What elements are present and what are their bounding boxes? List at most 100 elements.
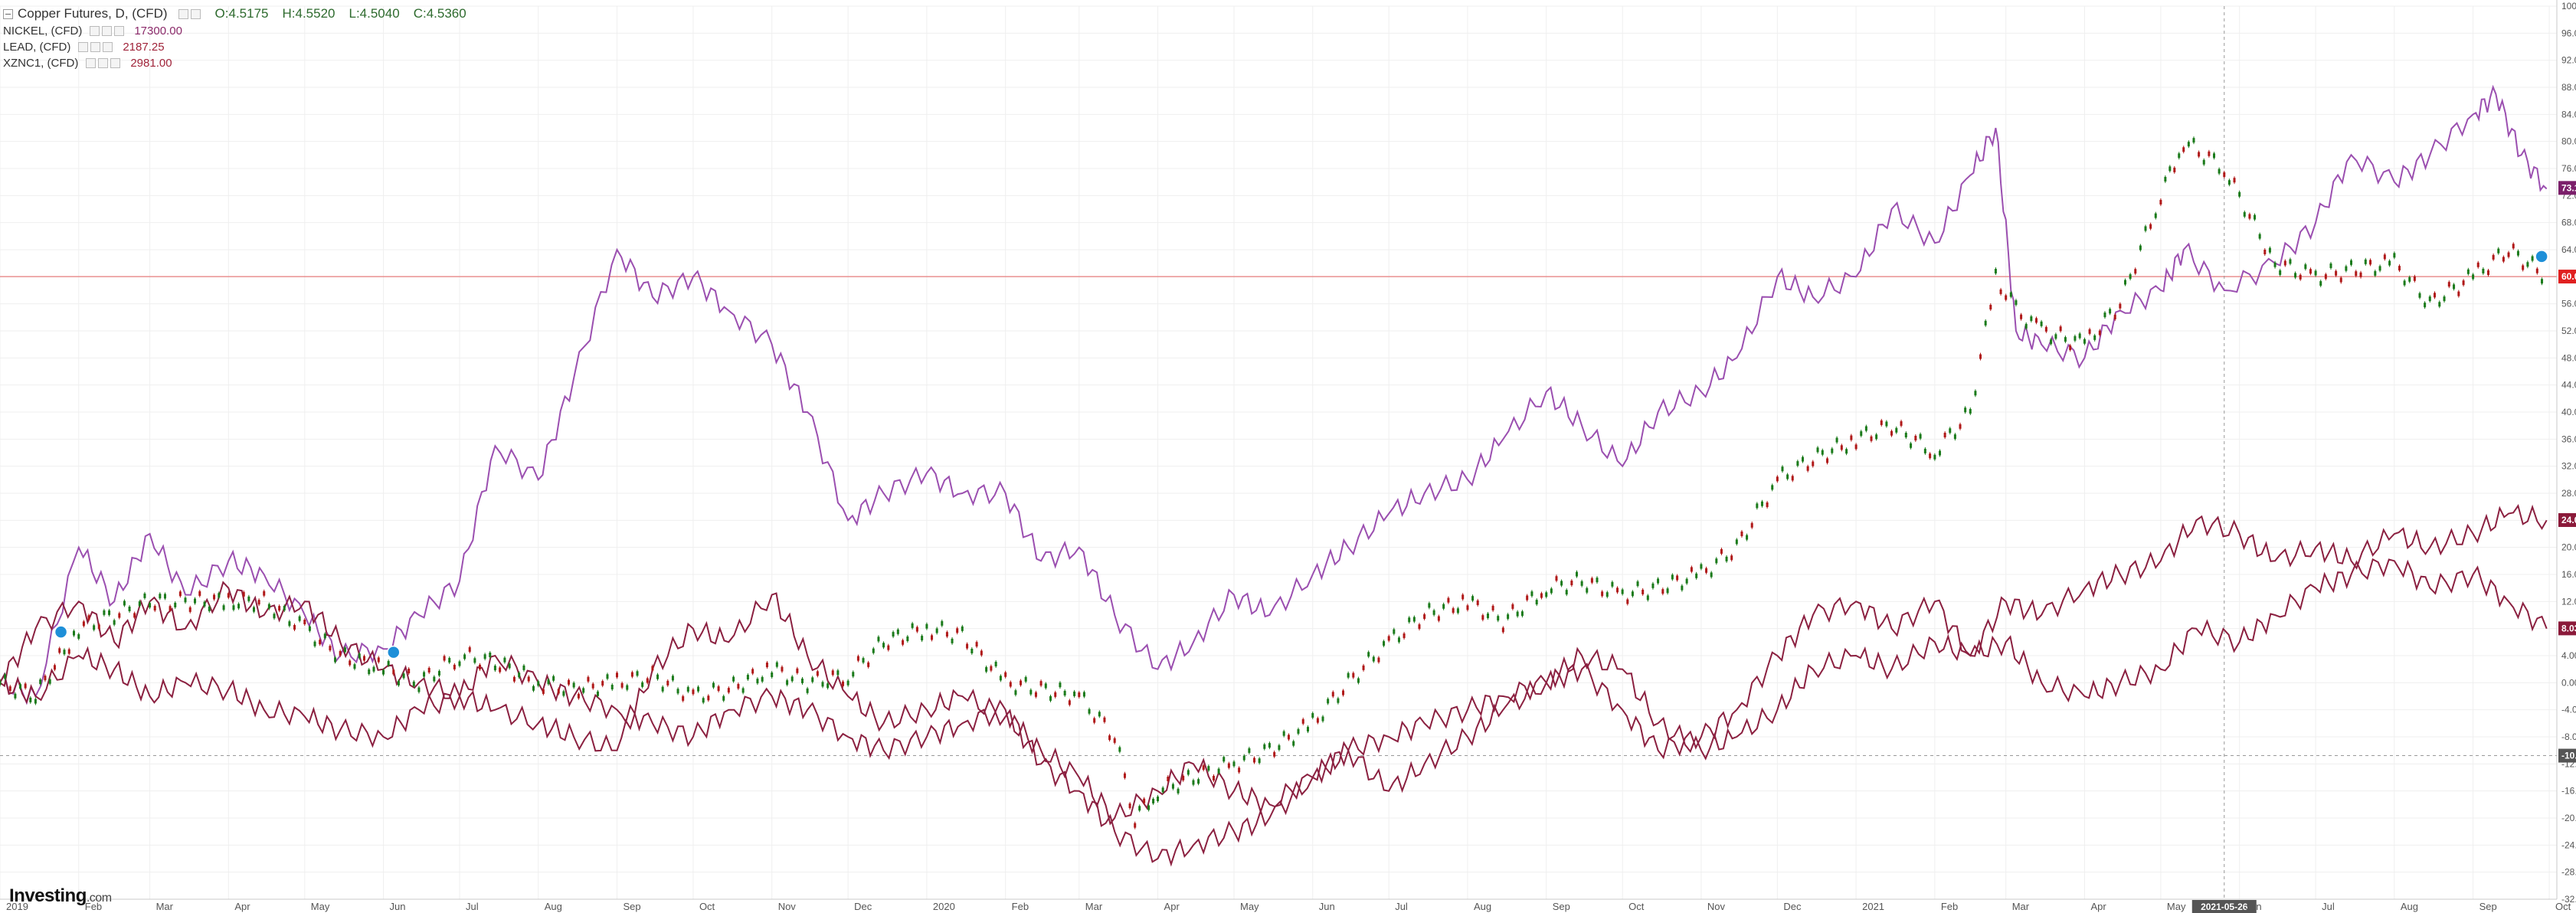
event-markers[interactable] — [54, 250, 2548, 659]
candle-body — [1143, 798, 1146, 803]
legend-overlay-row[interactable]: XZNC1, (CFD) 2981.00 — [3, 55, 471, 71]
candle-body — [512, 676, 516, 682]
candle-body — [1171, 784, 1174, 789]
candle-body — [935, 628, 938, 633]
candle-body — [463, 654, 466, 659]
hide-icon[interactable] — [102, 26, 113, 36]
candle-body — [1914, 436, 1917, 441]
candle-body — [751, 669, 754, 674]
candle-body — [1555, 576, 1558, 581]
candle-body — [610, 685, 614, 690]
candle-body — [1068, 700, 1071, 705]
candle-body — [1705, 568, 1708, 573]
investing-logo[interactable]: Investing.com — [9, 885, 112, 907]
x-tick-label: Oct — [2555, 901, 2571, 912]
candle-body — [911, 623, 914, 628]
candle-body — [1093, 718, 1096, 723]
close-icon[interactable] — [114, 26, 125, 36]
value-badge — [2558, 270, 2576, 284]
candle-body — [412, 681, 415, 686]
x-tick-label: Jul — [1395, 901, 1408, 912]
candle-body — [138, 601, 141, 607]
event-marker-icon — [54, 625, 68, 639]
chart-legend: Copper Futures, D, (CFD) O:4.5175 H:4.55… — [3, 5, 471, 71]
candle-body — [433, 676, 436, 682]
candle-body — [24, 683, 27, 689]
settings-icon[interactable] — [78, 42, 89, 52]
candle-body — [915, 627, 918, 632]
candle-body — [2078, 333, 2081, 339]
x-tick-label: 2021 — [1862, 901, 1884, 912]
x-tick-label: Jul — [2322, 901, 2335, 912]
candle-body — [2466, 269, 2470, 274]
hide-icon[interactable] — [98, 58, 109, 68]
candle-body — [2040, 321, 2043, 326]
hide-icon[interactable] — [90, 42, 101, 52]
candle-body — [19, 684, 22, 689]
y-tick-label: 92.00% — [2561, 55, 2576, 66]
candle-body — [1078, 692, 1081, 697]
candle-body — [2164, 176, 2167, 182]
candle-body — [87, 615, 90, 620]
collapse-icon[interactable] — [3, 8, 13, 19]
candle-body — [2034, 318, 2038, 323]
candle-body — [722, 695, 725, 701]
legend-overlay-row[interactable]: NICKEL, (CFD) 17300.00 — [3, 23, 471, 39]
candle-body — [692, 689, 695, 695]
candle-body — [1771, 485, 1774, 490]
candle-body — [1004, 672, 1007, 677]
legend-overlay-row[interactable]: LEAD, (CFD) 2187.25 — [3, 39, 471, 55]
candle-body — [1939, 450, 1942, 456]
candle-body — [2263, 249, 2267, 254]
y-tick-label: -4.00% — [2561, 705, 2576, 715]
candle-body — [1507, 614, 1510, 620]
candle-body — [2268, 247, 2271, 253]
candle-body — [2526, 262, 2529, 267]
candle-body — [1735, 539, 1738, 545]
candle-body — [1331, 692, 1334, 697]
series-line-2 — [0, 558, 2548, 867]
candle-body — [123, 600, 126, 606]
legend-main-row[interactable]: Copper Futures, D, (CFD) O:4.5175 H:4.55… — [3, 5, 471, 23]
candle-body — [971, 649, 974, 654]
candle-body — [308, 626, 311, 631]
candle-body — [1565, 590, 1568, 595]
settings-icon[interactable] — [86, 58, 97, 68]
candle-body — [44, 676, 47, 681]
candle-body — [242, 591, 245, 597]
candle-body — [1511, 604, 1514, 609]
candle-body — [339, 651, 342, 656]
close-icon[interactable] — [103, 42, 113, 52]
x-tick-label: Oct — [1628, 901, 1645, 912]
candle-body — [288, 621, 291, 627]
candle-body — [128, 606, 131, 611]
close-icon[interactable] — [110, 58, 121, 68]
y-tick-label: 0.00% — [2561, 677, 2576, 688]
candle-body — [1601, 591, 1604, 597]
candle-body — [283, 606, 286, 611]
candle-body — [1301, 718, 1304, 724]
candle-body — [387, 660, 390, 666]
candle-body — [666, 680, 669, 686]
candle-body — [1605, 592, 1609, 597]
candle-body — [686, 686, 689, 692]
candle-body — [741, 688, 745, 693]
candle-body — [2098, 330, 2101, 335]
candle-body — [1442, 604, 1445, 609]
candle-body — [1152, 798, 1155, 803]
candle-body — [349, 660, 352, 666]
candle-body — [1910, 443, 1913, 448]
settings-icon[interactable] — [90, 26, 100, 36]
candle-body — [1039, 681, 1043, 686]
candle-body — [1393, 629, 1396, 634]
y-tick-label: -20.00% — [2561, 813, 2576, 823]
y-axis: 100.00% 96.00% 92.00% 88.00% 84.00% 80.00% 76.… — [2556, 0, 2576, 905]
candle-body — [1202, 765, 1205, 771]
settings-icon[interactable] — [178, 8, 188, 19]
candle-body — [1685, 578, 1688, 584]
candle-body — [2020, 314, 2023, 319]
overlay-value: 17300.00 — [134, 24, 182, 38]
hide-icon[interactable] — [190, 8, 201, 19]
candle-body — [2044, 326, 2047, 332]
